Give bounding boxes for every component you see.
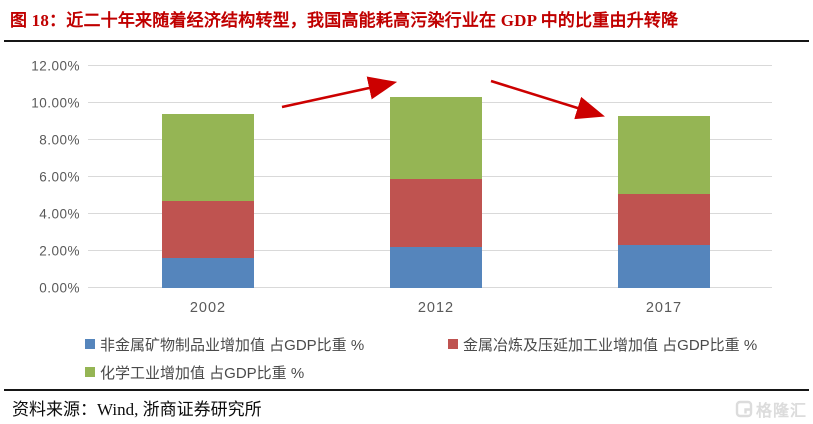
legend-item: 非金属矿物制品业增加值 占GDP比重 %	[85, 335, 448, 354]
legend-label: 非金属矿物制品业增加值 占GDP比重 %	[100, 336, 365, 354]
gelonghui-logo-icon	[735, 400, 753, 418]
y-axis-tick-labels: 0.00% 2.00% 4.00% 6.00% 8.00% 10.00% 12.00%	[0, 59, 84, 296]
x-category-label: 2017	[645, 300, 683, 316]
stacked-bar-2002	[162, 114, 254, 288]
bar-segment	[618, 115, 710, 194]
watermark-label: 格隆汇	[755, 403, 807, 420]
bar-segment	[390, 247, 482, 288]
y-tick-label: 4.00%	[39, 206, 80, 222]
y-tick-label: 8.00%	[39, 132, 80, 148]
y-tick-label: 12.00%	[31, 58, 80, 74]
stacked-bar-2012	[390, 97, 482, 288]
legend-swatch-icon	[448, 339, 458, 349]
plot-area	[88, 65, 772, 288]
legend-label: 金属冶炼及压延加工业增加值 占GDP比重 %	[463, 336, 758, 354]
data-source-note: 资料来源：Wind, 浙商证券研究所	[12, 400, 262, 419]
gelonghui-watermark: 格隆汇	[735, 397, 807, 421]
legend-item: 化学工业增加值 占GDP比重 %	[85, 363, 448, 382]
x-category-label: 2012	[417, 300, 455, 316]
gridline	[88, 65, 772, 66]
title-divider-line	[4, 40, 809, 42]
bar-segment	[618, 193, 710, 246]
bar-segment	[162, 258, 254, 288]
legend-swatch-icon	[85, 339, 95, 349]
figure-title: 图 18：近二十年来随着经济结构转型，我国高能耗高污染行业在 GDP 中的比重由…	[10, 11, 679, 30]
bar-segment	[390, 97, 482, 179]
stacked-bar-2017	[618, 115, 710, 288]
y-tick-label: 6.00%	[39, 169, 80, 185]
bar-segment	[618, 245, 710, 288]
bar-segment	[162, 114, 254, 202]
footer-divider-line	[4, 389, 809, 391]
x-axis-category-labels: 2002 2012 2017	[88, 300, 772, 320]
y-tick-label: 2.00%	[39, 243, 80, 259]
legend-label: 化学工业增加值 占GDP比重 %	[100, 364, 305, 382]
legend-item: 金属冶炼及压延加工业增加值 占GDP比重 %	[448, 335, 775, 354]
chart-legend: 非金属矿物制品业增加值 占GDP比重 % 金属冶炼及压延加工业增加值 占GDP比重…	[85, 335, 785, 382]
y-tick-label: 10.00%	[31, 95, 80, 111]
x-category-label: 2002	[189, 300, 227, 316]
legend-swatch-icon	[85, 367, 95, 377]
y-tick-label: 0.00%	[39, 280, 80, 296]
bar-segment	[162, 201, 254, 259]
bar-segment	[390, 178, 482, 248]
